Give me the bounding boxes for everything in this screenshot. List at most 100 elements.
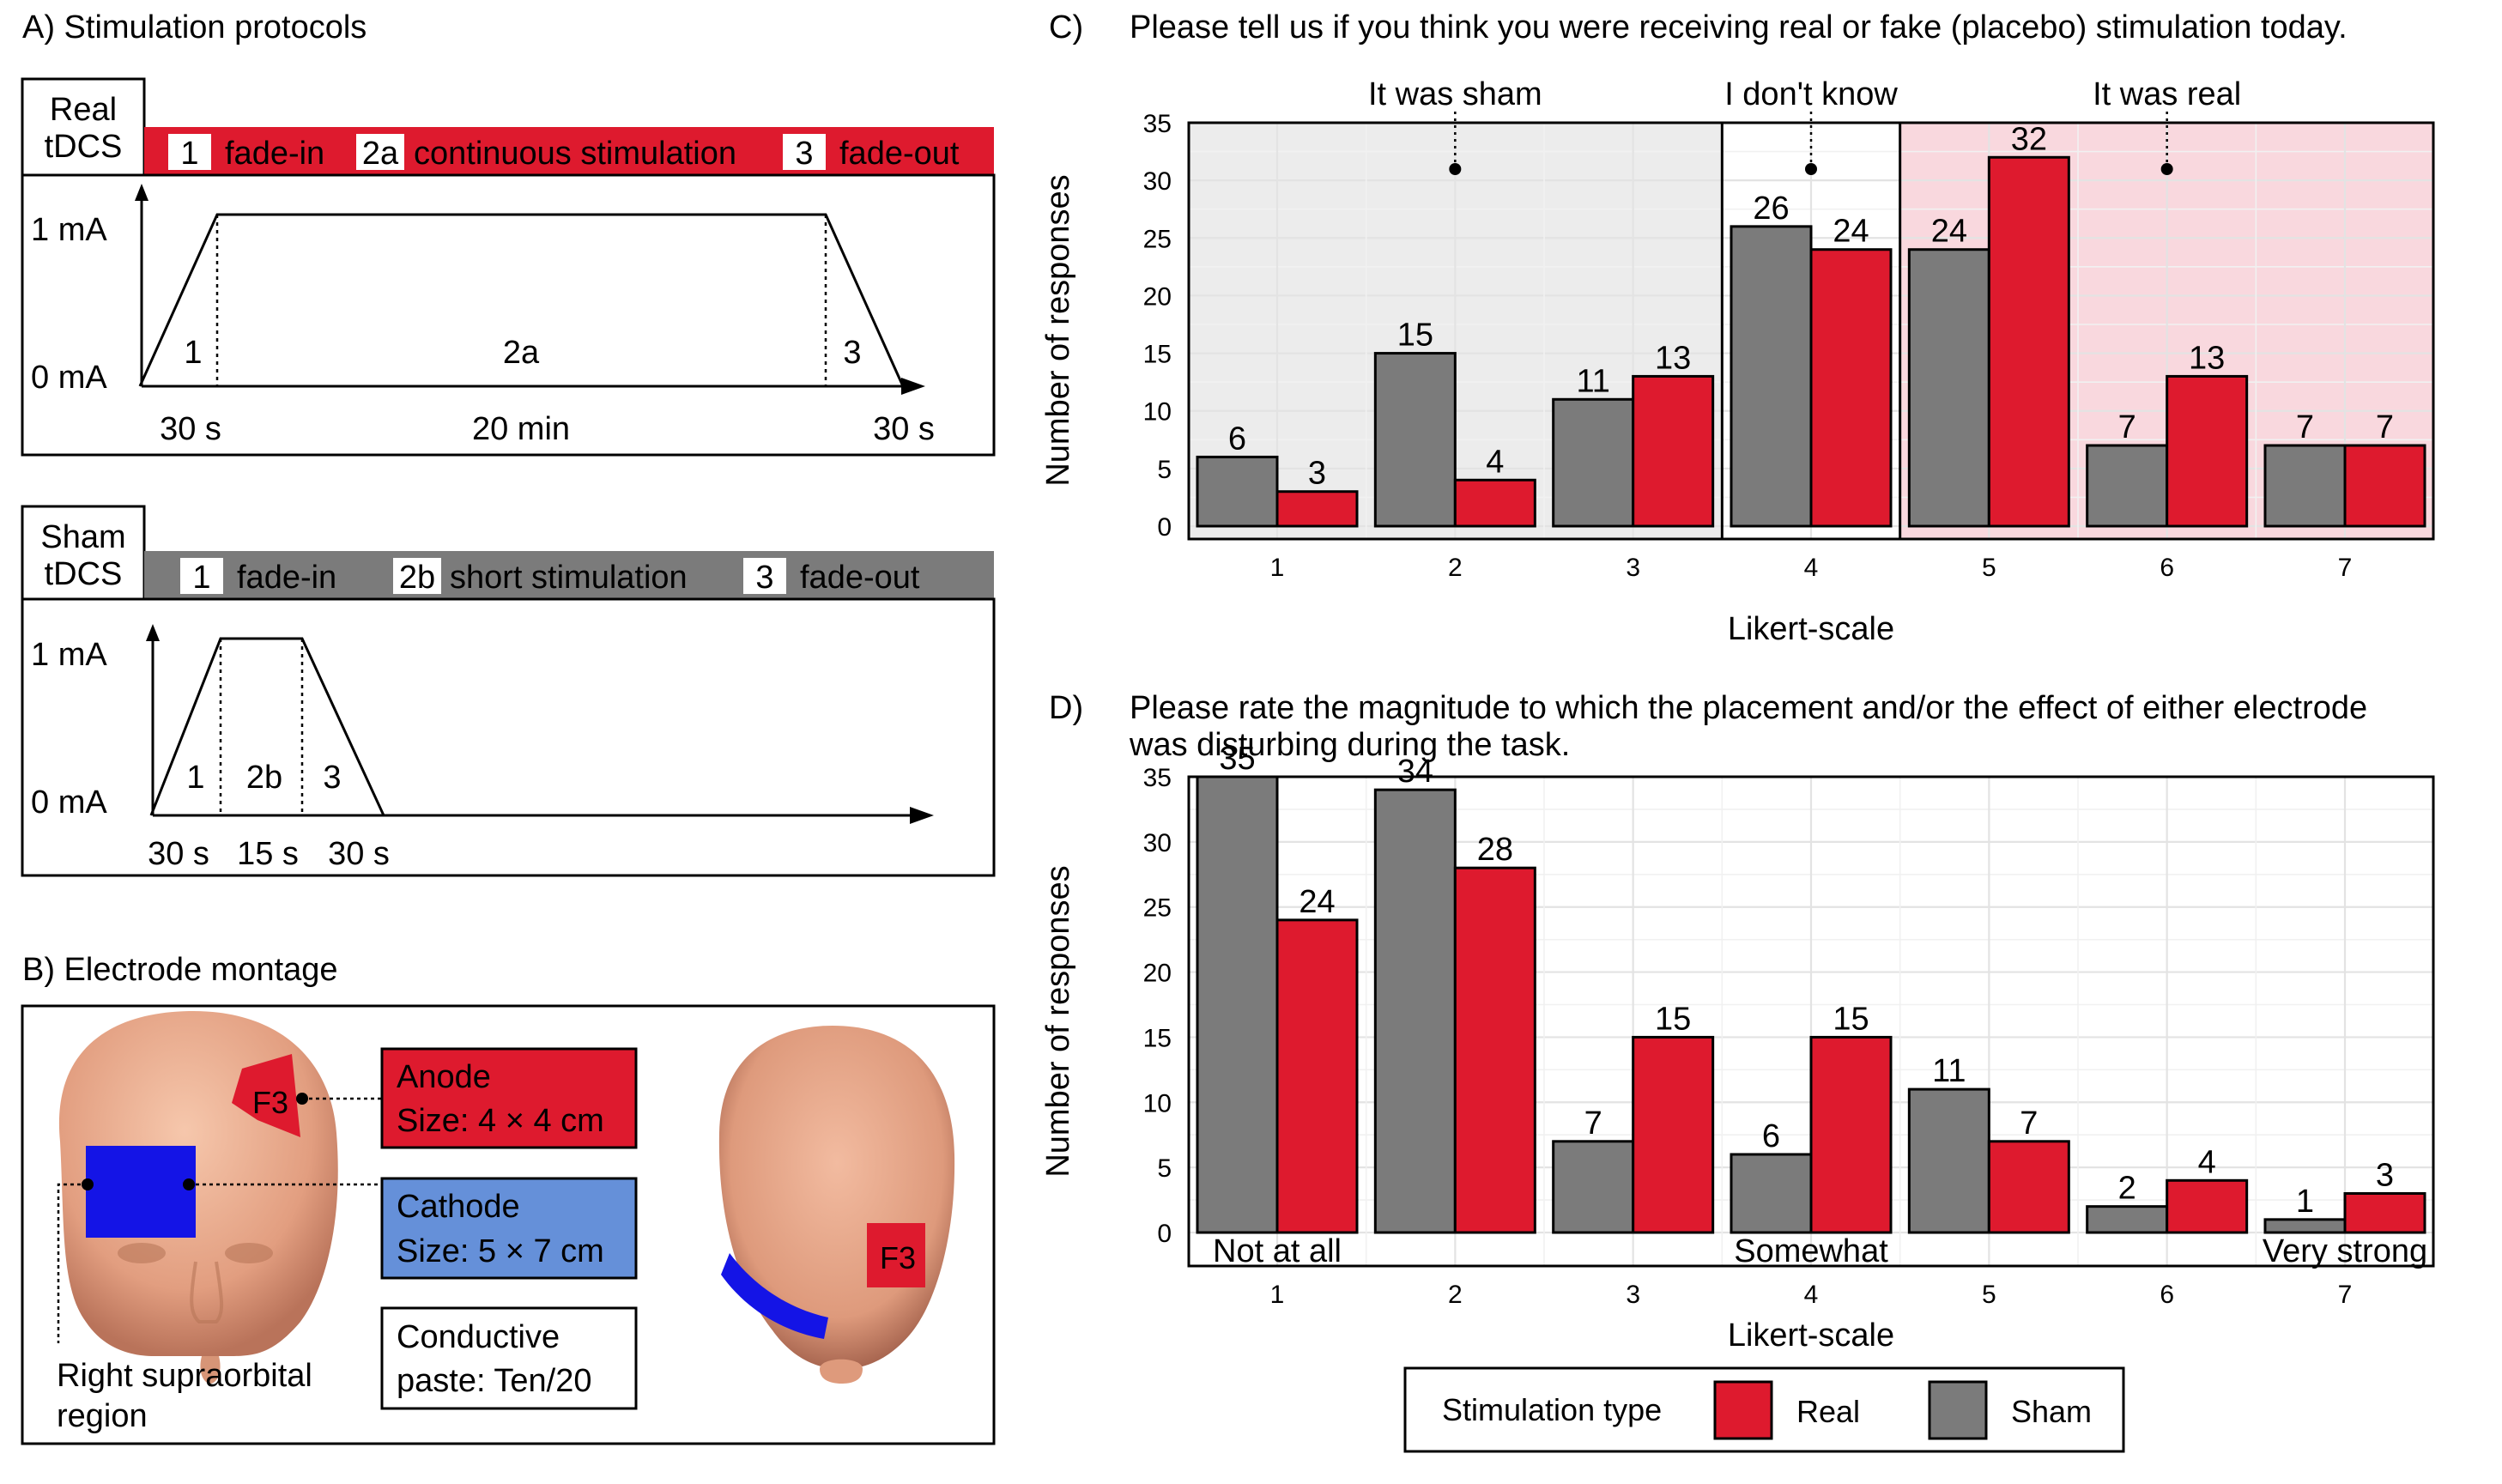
panel-c-title: Please tell us if you think you were rec…: [1130, 9, 2348, 45]
panel-c-letter: C): [1049, 9, 1083, 45]
annotation-dot: [2160, 163, 2173, 175]
panel-a: A) Stimulation protocols Real tDCS 1 fad…: [21, 9, 996, 877]
sham-phase-2b-box: [393, 558, 441, 594]
annotation-label: It was sham: [1368, 76, 1542, 112]
sham-y-top: 1 mA: [31, 637, 107, 673]
bar-sham-7: [2263, 1218, 2347, 1234]
y-tick-label: 25: [1143, 894, 1172, 923]
bar-sham-3: [1552, 1140, 1635, 1234]
bar-real-7: [2343, 444, 2426, 528]
x-tick-label: 7: [2338, 1281, 2353, 1309]
bar-sham-1: [1196, 455, 1279, 528]
anode-box-line2: Size: 4 × 4 cm: [397, 1103, 604, 1139]
real-label-box: [21, 77, 146, 177]
panel-c-ylabel: Number of responses: [1040, 174, 1076, 486]
panel-d-xlabel: Likert-scale: [1728, 1317, 1894, 1354]
panel-c-chart: C) Please tell us if you think you were …: [1040, 9, 2435, 647]
paste-box: [380, 1306, 638, 1410]
bar-sham-2: [1373, 788, 1457, 1234]
annotation-label: Somewhat: [1734, 1233, 1888, 1269]
sham-phase-3-box: [743, 558, 786, 594]
bar-label-sham-2: 34: [1397, 754, 1433, 790]
nose: [190, 1261, 224, 1323]
cathode-box: [380, 1177, 638, 1280]
sham-phase-1-num: 1: [192, 560, 210, 596]
real-label-line1: Real: [50, 92, 117, 128]
bar-label-real-4: 15: [1833, 1001, 1869, 1037]
real-phase-1-num: 1: [180, 136, 198, 172]
bar-label-real-1: 3: [1308, 456, 1326, 492]
panel-d-letter: D): [1049, 690, 1083, 726]
y-tick-label: 35: [1143, 110, 1172, 138]
real-segment-3: 3: [843, 335, 861, 371]
panel-c-annotations: It was sham I don't know It was real: [1368, 76, 2241, 539]
panel-d-chart: D) Please rate the magnitude to which th…: [1040, 690, 2435, 1354]
legend-real-label: Real: [1796, 1394, 1860, 1429]
x-tick-label: 4: [1804, 1281, 1819, 1309]
bar-sham-6: [2086, 444, 2169, 528]
annotation-dot: [1449, 163, 1462, 175]
bar-label-real-4: 24: [1833, 214, 1869, 250]
panel-b: B) Electrode montage F3 F3: [21, 952, 996, 1445]
x-tick-label: 7: [2338, 554, 2353, 582]
y-tick-label: 20: [1143, 960, 1172, 988]
real-waveform: [138, 213, 905, 387]
bar-label-sham-4: 6: [1762, 1118, 1780, 1154]
sham-phase-3-label: fade-out: [800, 560, 920, 596]
sham-phase-1-label: fade-in: [237, 560, 336, 596]
y-tick-label: 30: [1143, 829, 1172, 857]
real-x-arrow: [901, 378, 925, 395]
bar-label-sham-2: 15: [1397, 318, 1433, 354]
real-y-bottom: 0 mA: [31, 360, 107, 396]
sham-segment-2b: 2b: [246, 760, 282, 796]
real-duration-3: 30 s: [873, 411, 935, 447]
anode-electrode-top: [867, 1223, 925, 1287]
bar-label-sham-4: 26: [1753, 191, 1789, 227]
bar-real-7: [2343, 1191, 2426, 1234]
bar-real-3: [1632, 1035, 1715, 1234]
cathode-leader-dot: [183, 1178, 195, 1190]
real-phase-3-label: fade-out: [839, 136, 960, 172]
bar-real-6: [2166, 1178, 2249, 1234]
real-phase-3-num: 3: [795, 136, 813, 172]
bar-real-2: [1453, 866, 1536, 1234]
bar-label-sham-7: 7: [2296, 409, 2314, 445]
y-tick-label: 0: [1157, 513, 1172, 542]
bar-label-real-3: 15: [1655, 1001, 1691, 1037]
bar-real-1: [1275, 918, 1359, 1234]
panel-d-title-line1: Please rate the magnitude to which the p…: [1130, 690, 2367, 726]
bar-label-real-3: 13: [1655, 340, 1691, 376]
site-label-line2: region: [57, 1398, 148, 1434]
bar-label-sham-3: 7: [1584, 1105, 1602, 1142]
real-protocol: Real tDCS 1 fade-in 2a continuous stimul…: [21, 77, 996, 457]
bar-sham-5: [1907, 1087, 1990, 1234]
paste-box-line1: Conductive: [397, 1319, 560, 1355]
real-duration-1: 30 s: [160, 411, 221, 447]
anode-box: [380, 1047, 638, 1149]
legend-sham-label: Sham: [2011, 1394, 2092, 1429]
real-y-top: 1 mA: [31, 212, 107, 248]
real-phase-2a-box: [356, 134, 404, 170]
x-tick-label: 4: [1804, 554, 1819, 582]
sham-duration-2: 15 s: [237, 836, 299, 872]
eye-right: [225, 1243, 273, 1263]
y-tick-label: 15: [1143, 1024, 1172, 1052]
annotation-label: I don't know: [1724, 76, 1898, 112]
sham-segment-1: 1: [186, 760, 204, 796]
sham-phase-2b-num: 2b: [399, 560, 435, 596]
bar-sham-1: [1196, 775, 1279, 1234]
site-leader: [57, 1183, 88, 1343]
panel-b-title: B) Electrode montage: [22, 952, 338, 988]
panel-c-x-ticks: 1 2 3 4 5 6 7: [1270, 554, 2353, 582]
head-top-view: F3: [718, 1026, 955, 1384]
bar-real-2: [1453, 478, 1536, 528]
legend: Stimulation type Real Sham: [1403, 1366, 2125, 1453]
real-y-arrow: [135, 184, 148, 201]
annotation-dot: [1805, 163, 1817, 175]
bar-label-real-6: 4: [2198, 1144, 2216, 1180]
x-tick-label: 6: [2160, 554, 2174, 582]
y-tick-label: 25: [1143, 225, 1172, 253]
y-tick-label: 35: [1143, 764, 1172, 792]
real-segment-1: 1: [184, 335, 202, 371]
